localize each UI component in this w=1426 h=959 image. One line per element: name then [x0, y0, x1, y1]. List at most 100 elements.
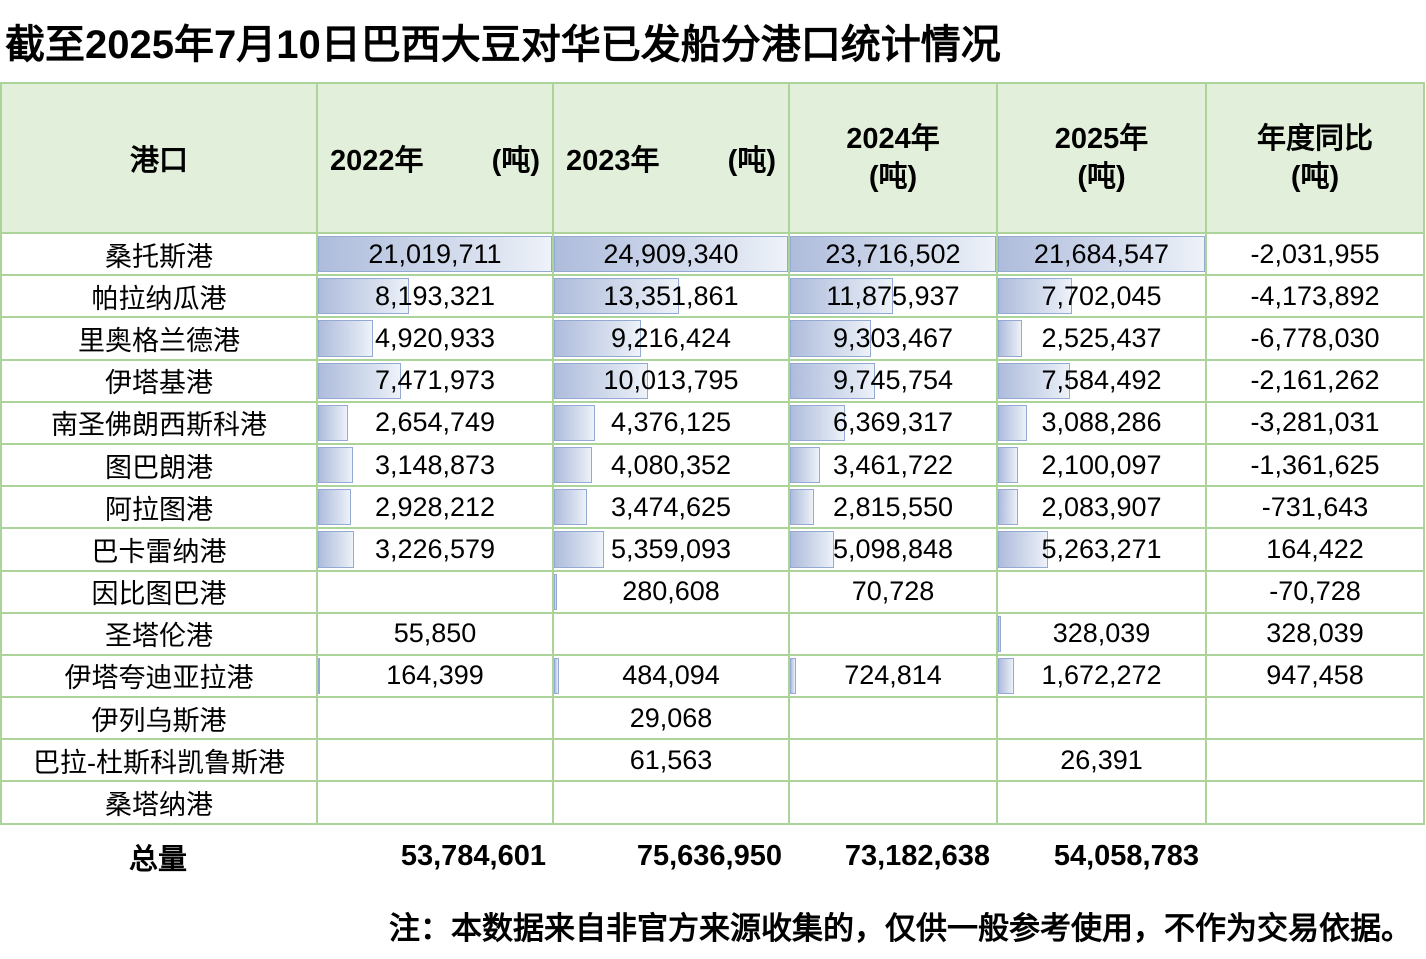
data-bar [318, 531, 354, 568]
year-value-cell: 5,263,271 [998, 529, 1207, 572]
year-value-cell: 26,391 [998, 740, 1207, 783]
yoy-value-cell: -731,643 [1207, 487, 1425, 530]
port-name-cell: 阿拉图港 [2, 487, 318, 530]
year-value: 164,399 [386, 660, 484, 691]
year-value: 3,474,625 [610, 491, 732, 522]
data-bar [554, 657, 559, 695]
totals-value: 73,182,638 [844, 840, 990, 873]
yoy-value: 328,039 [1266, 618, 1364, 649]
port-name: 圣塔伦港 [105, 621, 213, 652]
year-value: 2,525,437 [1041, 322, 1162, 353]
data-bar [790, 362, 875, 399]
yoy-value: -731,643 [1261, 491, 1369, 522]
data-bar [998, 531, 1049, 568]
data-bar [554, 404, 596, 441]
data-bar [998, 446, 1019, 484]
year-value-cell: 23,716,502 [790, 234, 998, 277]
header-2024-unit: (吨) [868, 161, 918, 193]
year-value: 9,745,754 [832, 365, 954, 396]
year-value-cell: 8,193,321 [318, 276, 554, 319]
year-value: 4,376,125 [610, 407, 732, 438]
year-value: 21,684,547 [1033, 238, 1170, 269]
year-value-cell: 280,608 [554, 571, 790, 614]
year-value-cell: 4,920,933 [318, 318, 554, 361]
data-bar [998, 236, 1205, 273]
year-value-cell: 2,654,749 [318, 402, 554, 445]
year-value: 8,193,321 [374, 280, 496, 311]
year-value: 2,928,212 [374, 491, 496, 522]
year-value: 10,013,795 [603, 365, 739, 396]
year-value: 6,369,317 [832, 407, 954, 438]
data-bar [554, 236, 788, 273]
port-name: 图巴朗港 [105, 452, 213, 483]
data-bar [318, 362, 402, 399]
year-value-cell [998, 698, 1207, 741]
year-value-cell: 3,474,625 [554, 487, 790, 530]
header-2025-label: 2025年 [1054, 122, 1149, 155]
year-value-cell [554, 782, 790, 825]
header-2023-label: 2023年 [566, 145, 660, 177]
header-2022-unit: (吨) [491, 145, 540, 177]
year-value: 9,303,467 [832, 322, 954, 353]
page-title: 截至2025年7月10日巴西大豆对华已发船分港口统计情况 [5, 23, 1001, 67]
yoy-value-cell: -70,728 [1207, 571, 1425, 614]
data-bar [790, 278, 894, 315]
table-row: 伊塔基港 7,471,973 10,013,795 9,745,754 7,584,49… [2, 360, 1425, 403]
table-header-row: 港口 2022年 (吨) 2023年 (吨) 2024年 (吨) 2025年 (… [2, 84, 1425, 234]
header-yoy-label: 年度同比 [1256, 122, 1373, 155]
totals-value: 54,058,783 [1053, 840, 1199, 873]
table-row: 巴拉-杜斯科凯鲁斯港 61,563 26,391 [2, 740, 1425, 783]
totals-row: 总量 53,784,601 75,636,950 73,182,638 54,058,7… [0, 827, 1426, 887]
port-name-cell: 图巴朗港 [2, 444, 318, 488]
year-value-cell: 4,080,352 [554, 444, 790, 488]
year-value: 2,654,749 [374, 407, 496, 438]
data-bar [998, 657, 1014, 695]
data-bar [318, 278, 410, 315]
data-bar [554, 446, 593, 484]
year-value: 5,359,093 [610, 533, 732, 564]
data-bar [318, 446, 354, 484]
year-value-cell: 21,019,711 [318, 234, 554, 277]
port-name-cell: 因比图巴港 [2, 571, 318, 614]
year-value-cell [318, 740, 554, 783]
yoy-value-cell: 164,422 [1207, 529, 1425, 572]
year-value-cell [998, 571, 1207, 614]
data-bar [998, 362, 1071, 399]
totals-yoy-empty [1205, 827, 1423, 887]
port-name: 桑托斯港 [105, 241, 213, 272]
yoy-value: -2,161,262 [1250, 365, 1380, 396]
data-bar [790, 320, 871, 357]
header-2024-label: 2024年 [846, 122, 940, 155]
year-value: 26,391 [1060, 744, 1143, 775]
yoy-value-cell [1207, 782, 1425, 825]
year-value: 2,100,097 [1041, 449, 1162, 480]
header-2022-label: 2022年 [330, 145, 424, 177]
year-value: 7,471,973 [374, 365, 496, 396]
table-row: 因比图巴港 280,608 70,728 -70,728 [2, 571, 1425, 614]
year-value: 3,461,722 [832, 449, 954, 480]
year-value-cell [790, 782, 998, 825]
year-value-cell: 164,399 [318, 655, 554, 699]
port-name-cell: 里奥格兰德港 [2, 318, 318, 361]
data-bar [554, 320, 641, 357]
port-name: 因比图巴港 [91, 579, 227, 610]
table-row: 桑托斯港 21,019,711 24,909,340 23,716,502 21,684… [2, 234, 1425, 277]
year-value: 9,216,424 [610, 322, 732, 353]
header-port-label: 港口 [129, 145, 188, 177]
year-value: 328,039 [1052, 618, 1151, 649]
yoy-value-cell: -6,778,030 [1207, 318, 1425, 361]
port-name-cell: 桑托斯港 [2, 234, 318, 277]
table-row: 阿拉图港 2,928,212 3,474,625 2,815,550 2,083,907… [2, 487, 1425, 530]
yoy-value: -4,173,892 [1250, 280, 1380, 311]
year-value: 5,263,271 [1041, 533, 1162, 564]
data-bar [790, 657, 797, 695]
yoy-value: -1,361,625 [1250, 449, 1380, 480]
data-bar [998, 404, 1028, 441]
year-value-cell: 3,148,873 [318, 444, 554, 488]
year-value: 70,728 [851, 576, 935, 607]
data-bar [998, 320, 1023, 357]
header-cell-2022: 2022年 (吨) [318, 84, 554, 234]
yoy-value-cell: 947,458 [1207, 655, 1425, 699]
year-value: 4,080,352 [610, 449, 732, 480]
year-value: 5,098,848 [832, 533, 954, 564]
